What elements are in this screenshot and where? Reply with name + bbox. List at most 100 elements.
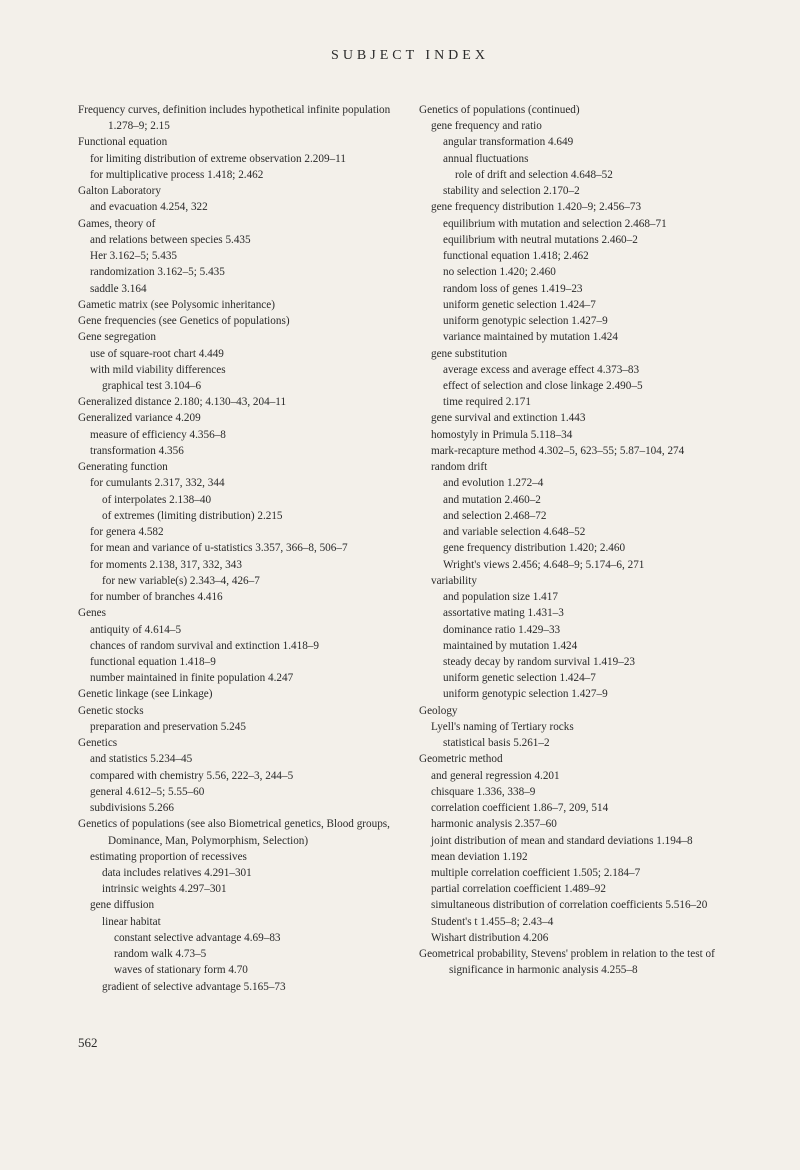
index-entry: equilibrium with neutral mutations 2.460… [419,232,742,248]
index-entry: gene survival and extinction 1.443 [419,410,742,426]
index-entry: and mutation 2.460–2 [419,492,742,508]
index-columns: Frequency curves, definition includes hy… [78,102,742,995]
index-entry: waves of stationary form 4.70 [78,962,401,978]
index-entry: statistical basis 5.261–2 [419,735,742,751]
index-entry: Genetics of populations (continued) [419,102,742,118]
index-entry: for new variable(s) 2.343–4, 426–7 [78,573,401,589]
index-entry: role of drift and selection 4.648–52 [419,167,742,183]
index-entry: maintained by mutation 1.424 [419,638,742,654]
index-entry: for number of branches 4.416 [78,589,401,605]
index-entry: harmonic analysis 2.357–60 [419,816,742,832]
index-entry: transformation 4.356 [78,443,401,459]
index-entry: average excess and average effect 4.373–… [419,362,742,378]
index-entry: and evacuation 4.254, 322 [78,199,401,215]
index-entry: functional equation 1.418; 2.462 [419,248,742,264]
index-entry: gradient of selective advantage 5.165–73 [78,979,401,995]
index-entry: chisquare 1.336, 338–9 [419,784,742,800]
index-entry: and statistics 5.234–45 [78,751,401,767]
index-entry: stability and selection 2.170–2 [419,183,742,199]
index-entry: gene diffusion [78,897,401,913]
page-number: 562 [78,1035,742,1051]
index-entry: uniform genotypic selection 1.427–9 [419,313,742,329]
index-entry: Wishart distribution 4.206 [419,930,742,946]
index-entry: for limiting distribution of extreme obs… [78,151,401,167]
index-entry: Frequency curves, definition includes hy… [78,102,401,134]
index-entry: chances of random survival and extinctio… [78,638,401,654]
index-entry: functional equation 1.418–9 [78,654,401,670]
index-entry: Lyell's naming of Tertiary rocks [419,719,742,735]
index-entry: for multiplicative process 1.418; 2.462 [78,167,401,183]
index-entry: linear habitat [78,914,401,930]
index-entry: constant selective advantage 4.69–83 [78,930,401,946]
index-entry: for mean and variance of u-statistics 3.… [78,540,401,556]
index-entry: for moments 2.138, 317, 332, 343 [78,557,401,573]
index-entry: Geometric method [419,751,742,767]
page-header: SUBJECT INDEX [78,48,742,64]
index-entry: uniform genetic selection 1.424–7 [419,670,742,686]
index-entry: estimating proportion of recessives [78,849,401,865]
index-entry: Student's t 1.455–8; 2.43–4 [419,914,742,930]
index-entry: simultaneous distribution of correlation… [419,897,742,913]
index-entry: equilibrium with mutation and selection … [419,216,742,232]
index-entry: variance maintained by mutation 1.424 [419,329,742,345]
index-entry: partial correlation coefficient 1.489–92 [419,881,742,897]
index-entry: and population size 1.417 [419,589,742,605]
index-entry: gene substitution [419,346,742,362]
index-entry: steady decay by random survival 1.419–23 [419,654,742,670]
index-entry: saddle 3.164 [78,281,401,297]
index-entry: multiple correlation coefficient 1.505; … [419,865,742,881]
index-entry: gene frequency and ratio [419,118,742,134]
index-entry: for cumulants 2.317, 332, 344 [78,475,401,491]
page: SUBJECT INDEX Frequency curves, definiti… [0,0,800,1170]
index-entry: randomization 3.162–5; 5.435 [78,264,401,280]
index-entry: subdivisions 5.266 [78,800,401,816]
index-entry: uniform genotypic selection 1.427–9 [419,686,742,702]
index-entry: Geology [419,703,742,719]
index-entry: Gene segregation [78,329,401,345]
index-entry: gene frequency distribution 1.420; 2.460 [419,540,742,556]
index-entry: and relations between species 5.435 [78,232,401,248]
index-entry: joint distribution of mean and standard … [419,833,742,849]
left-column: Frequency curves, definition includes hy… [78,102,401,995]
right-column: Genetics of populations (continued)gene … [419,102,742,995]
index-entry: Functional equation [78,134,401,150]
index-entry: Her 3.162–5; 5.435 [78,248,401,264]
index-entry: and variable selection 4.648–52 [419,524,742,540]
index-entry: Wright's views 2.456; 4.648–9; 5.174–6, … [419,557,742,573]
index-entry: and general regression 4.201 [419,768,742,784]
index-entry: Generating function [78,459,401,475]
index-entry: Galton Laboratory [78,183,401,199]
index-entry: correlation coefficient 1.86–7, 209, 514 [419,800,742,816]
index-entry: Generalized distance 2.180; 4.130–43, 20… [78,394,401,410]
index-entry: preparation and preservation 5.245 [78,719,401,735]
index-entry: antiquity of 4.614–5 [78,622,401,638]
index-entry: for genera 4.582 [78,524,401,540]
index-entry: and selection 2.468–72 [419,508,742,524]
index-entry: assortative mating 1.431–3 [419,605,742,621]
index-entry: annual fluctuations [419,151,742,167]
index-entry: effect of selection and close linkage 2.… [419,378,742,394]
index-entry: general 4.612–5; 5.55–60 [78,784,401,800]
index-entry: graphical test 3.104–6 [78,378,401,394]
index-entry: time required 2.171 [419,394,742,410]
index-entry: intrinsic weights 4.297–301 [78,881,401,897]
index-entry: variability [419,573,742,589]
index-entry: number maintained in finite population 4… [78,670,401,686]
index-entry: Genetic stocks [78,703,401,719]
index-entry: Games, theory of [78,216,401,232]
index-entry: Gametic matrix (see Polysomic inheritanc… [78,297,401,313]
index-entry: measure of efficiency 4.356–8 [78,427,401,443]
index-entry: and evolution 1.272–4 [419,475,742,491]
index-entry: use of square-root chart 4.449 [78,346,401,362]
index-entry: Genetics of populations (see also Biomet… [78,816,401,848]
index-entry: Generalized variance 4.209 [78,410,401,426]
index-entry: of extremes (limiting distribution) 2.21… [78,508,401,524]
index-entry: random walk 4.73–5 [78,946,401,962]
index-entry: angular transformation 4.649 [419,134,742,150]
index-entry: gene frequency distribution 1.420–9; 2.4… [419,199,742,215]
index-entry: dominance ratio 1.429–33 [419,622,742,638]
index-entry: Geometrical probability, Stevens' proble… [419,946,742,978]
index-entry: uniform genetic selection 1.424–7 [419,297,742,313]
index-entry: Genetics [78,735,401,751]
index-entry: mark-recapture method 4.302–5, 623–55; 5… [419,443,742,459]
